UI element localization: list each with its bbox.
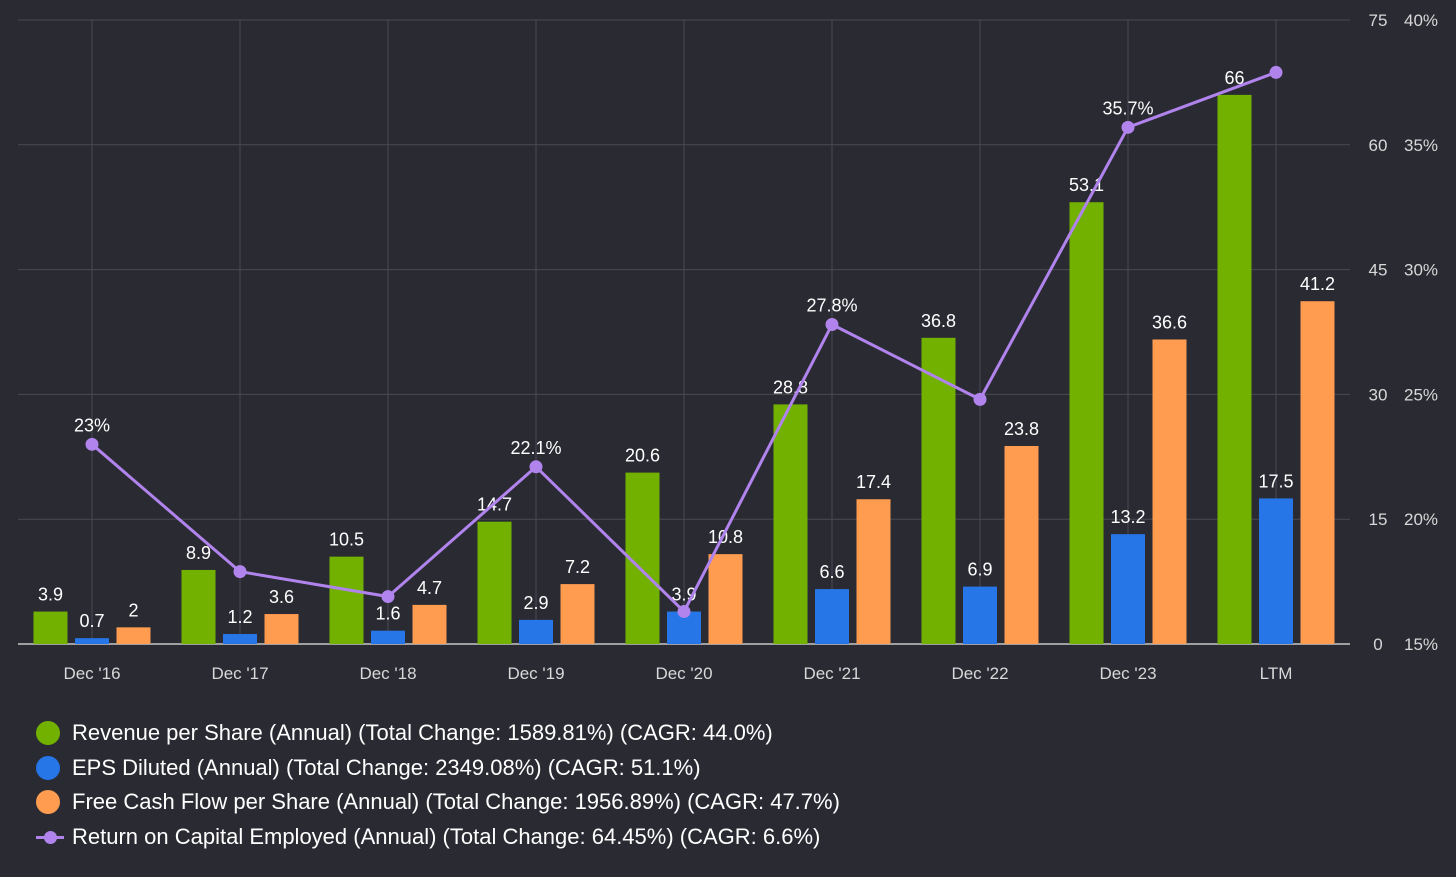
legend-item-free-cash-flow[interactable]: Free Cash Flow per Share (Annual) (Total… bbox=[36, 785, 840, 820]
data-label-revenue-per-share: 10.5 bbox=[329, 530, 364, 550]
point-return-on-capital-employed bbox=[825, 318, 839, 332]
data-label-revenue-per-share: 28.8 bbox=[773, 377, 808, 397]
legend-label-roce: Return on Capital Employed (Annual) (Tot… bbox=[72, 823, 821, 849]
y-left-tick-label: 15 bbox=[1369, 510, 1388, 529]
data-label-return-on-capital-employed: 23% bbox=[74, 415, 110, 435]
point-return-on-capital-employed bbox=[1269, 65, 1283, 79]
y-left-tick-label: 75 bbox=[1369, 11, 1388, 30]
bar-free-cash-flow-per-share bbox=[1300, 301, 1335, 644]
legend-swatch-free-cash-flow bbox=[36, 790, 60, 815]
x-tick-label: Dec '23 bbox=[1099, 664, 1156, 683]
data-label-free-cash-flow-per-share: 10.8 bbox=[708, 527, 743, 547]
legend-item-revenue-per-share[interactable]: Revenue per Share (Annual) (Total Change… bbox=[36, 716, 840, 751]
bar-free-cash-flow-per-share bbox=[856, 499, 891, 644]
data-label-eps-diluted: 0.7 bbox=[79, 611, 104, 631]
point-return-on-capital-employed bbox=[233, 565, 247, 579]
data-label-eps-diluted: 2.9 bbox=[523, 593, 548, 613]
x-tick-label: LTM bbox=[1260, 664, 1293, 683]
data-label-revenue-per-share: 20.6 bbox=[625, 446, 660, 466]
data-label-revenue-per-share: 36.8 bbox=[921, 311, 956, 331]
data-label-free-cash-flow-per-share: 3.6 bbox=[269, 587, 294, 607]
data-label-eps-diluted: 6.6 bbox=[819, 562, 844, 582]
bar-eps-diluted bbox=[75, 638, 109, 644]
data-label-return-on-capital-employed: 35.7% bbox=[1102, 98, 1153, 118]
bar-revenue-per-share bbox=[921, 337, 956, 644]
legend-swatch-revenue-per-share bbox=[36, 721, 60, 746]
y-left-tick-label: 30 bbox=[1369, 385, 1388, 404]
data-label-return-on-capital-employed: 27.8% bbox=[806, 296, 857, 316]
bar-eps-diluted bbox=[1259, 498, 1293, 644]
point-return-on-capital-employed bbox=[973, 392, 987, 406]
data-label-revenue-per-share: 8.9 bbox=[186, 543, 211, 563]
x-tick-label: Dec '16 bbox=[63, 664, 120, 683]
x-tick-label: Dec '22 bbox=[951, 664, 1008, 683]
legend: Revenue per Share (Annual) (Total Change… bbox=[36, 716, 840, 854]
data-label-revenue-per-share: 3.9 bbox=[38, 585, 63, 605]
y-right-tick-label: 20% bbox=[1404, 510, 1438, 529]
point-return-on-capital-employed bbox=[1121, 120, 1135, 134]
legend-swatch-eps-diluted bbox=[36, 755, 60, 780]
x-tick-label: Dec '21 bbox=[803, 664, 860, 683]
data-label-free-cash-flow-per-share: 41.2 bbox=[1300, 274, 1335, 294]
bar-revenue-per-share bbox=[1217, 94, 1252, 644]
data-label-eps-diluted: 1.2 bbox=[227, 607, 252, 627]
legend-label-free-cash-flow: Free Cash Flow per Share (Annual) (Total… bbox=[72, 789, 840, 815]
data-label-eps-diluted: 13.2 bbox=[1110, 507, 1145, 527]
point-return-on-capital-employed bbox=[381, 590, 395, 604]
point-return-on-capital-employed bbox=[677, 605, 691, 619]
combo-chart: 0 15% 15 20% 30 25% 45 30% 60 35% 75 40% Dec '16 Dec … bbox=[18, 11, 1438, 683]
data-label-free-cash-flow-per-share: 23.8 bbox=[1004, 419, 1039, 439]
y-left-tick-label: 45 bbox=[1369, 261, 1388, 280]
x-tick-label: Dec '18 bbox=[359, 664, 416, 683]
data-label-free-cash-flow-per-share: 2 bbox=[128, 600, 138, 620]
legend-label-eps-diluted: EPS Diluted (Annual) (Total Change: 2349… bbox=[72, 754, 701, 780]
x-tick-label: Dec '20 bbox=[655, 664, 712, 683]
y-right-tick-label: 35% bbox=[1404, 136, 1438, 155]
bar-eps-diluted bbox=[963, 586, 997, 644]
data-label-eps-diluted: 17.5 bbox=[1258, 471, 1293, 491]
bar-eps-diluted bbox=[519, 619, 553, 644]
y-left-tick-label: 60 bbox=[1369, 136, 1388, 155]
x-tick-label: Dec '19 bbox=[507, 664, 564, 683]
legend-item-roce[interactable]: Return on Capital Employed (Annual) (Tot… bbox=[36, 820, 840, 855]
data-label-free-cash-flow-per-share: 7.2 bbox=[565, 557, 590, 577]
bar-free-cash-flow-per-share bbox=[1152, 339, 1187, 644]
data-label-return-on-capital-employed: 22.1% bbox=[510, 438, 561, 458]
bar-revenue-per-share bbox=[181, 569, 216, 644]
bar-revenue-per-share bbox=[329, 556, 364, 644]
data-label-free-cash-flow-per-share: 17.4 bbox=[856, 472, 891, 492]
point-return-on-capital-employed bbox=[85, 437, 99, 451]
bar-eps-diluted bbox=[1111, 534, 1145, 644]
bar-free-cash-flow-per-share bbox=[412, 604, 447, 644]
data-label-free-cash-flow-per-share: 36.6 bbox=[1152, 312, 1187, 332]
y-left-tick-label: 0 bbox=[1373, 635, 1382, 654]
data-label-eps-diluted: 6.9 bbox=[967, 560, 992, 580]
data-label-revenue-per-share: 66 bbox=[1224, 68, 1244, 88]
bar-revenue-per-share bbox=[773, 404, 808, 644]
legend-label-revenue-per-share: Revenue per Share (Annual) (Total Change… bbox=[72, 720, 773, 746]
y-right-tick-label: 15% bbox=[1404, 635, 1438, 654]
bar-revenue-per-share bbox=[33, 611, 68, 644]
bar-free-cash-flow-per-share bbox=[264, 614, 299, 644]
bar-free-cash-flow-per-share bbox=[116, 627, 151, 644]
bar-revenue-per-share bbox=[1069, 202, 1104, 644]
bar-eps-diluted bbox=[815, 589, 849, 644]
bar-free-cash-flow-per-share bbox=[708, 554, 743, 644]
data-label-eps-diluted: 1.6 bbox=[375, 604, 400, 624]
legend-item-eps-diluted[interactable]: EPS Diluted (Annual) (Total Change: 2349… bbox=[36, 751, 840, 786]
bar-eps-diluted bbox=[371, 630, 405, 644]
legend-swatch-roce bbox=[36, 825, 64, 849]
y-right-tick-label: 30% bbox=[1404, 261, 1438, 280]
bar-revenue-per-share bbox=[477, 521, 512, 644]
y-right-tick-label: 40% bbox=[1404, 11, 1438, 30]
bar-free-cash-flow-per-share bbox=[560, 584, 595, 644]
x-tick-label: Dec '17 bbox=[211, 664, 268, 683]
point-return-on-capital-employed bbox=[529, 460, 543, 474]
y-right-tick-label: 25% bbox=[1404, 385, 1438, 404]
bar-eps-diluted bbox=[223, 634, 257, 644]
bar-free-cash-flow-per-share bbox=[1004, 445, 1039, 644]
data-label-free-cash-flow-per-share: 4.7 bbox=[417, 578, 442, 598]
